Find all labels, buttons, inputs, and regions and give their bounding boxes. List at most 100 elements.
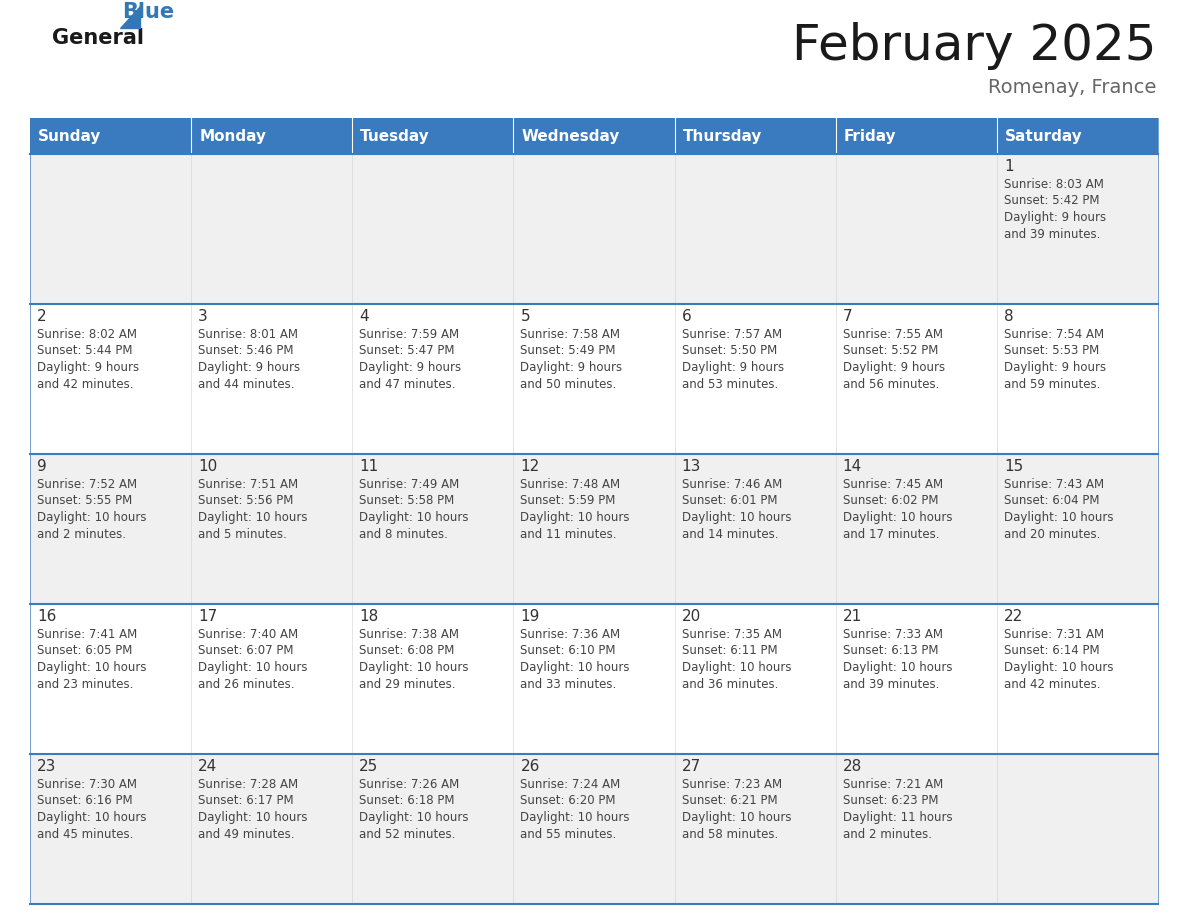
Text: Daylight: 10 hours: Daylight: 10 hours — [1004, 661, 1113, 674]
Text: Daylight: 10 hours: Daylight: 10 hours — [520, 511, 630, 524]
Text: 27: 27 — [682, 759, 701, 774]
Text: Sunset: 6:08 PM: Sunset: 6:08 PM — [359, 644, 455, 657]
Bar — [353, 118, 513, 154]
Text: 6: 6 — [682, 309, 691, 324]
Text: Daylight: 10 hours: Daylight: 10 hours — [359, 511, 469, 524]
Polygon shape — [120, 6, 140, 28]
Text: Sunset: 5:58 PM: Sunset: 5:58 PM — [359, 495, 455, 508]
Bar — [997, 118, 1158, 154]
Text: Sunday: Sunday — [38, 129, 101, 143]
Text: Daylight: 9 hours: Daylight: 9 hours — [682, 361, 784, 374]
Text: Romenay, France: Romenay, France — [987, 78, 1156, 97]
Text: Daylight: 10 hours: Daylight: 10 hours — [37, 811, 146, 824]
Text: Daylight: 10 hours: Daylight: 10 hours — [842, 661, 953, 674]
Text: and 53 minutes.: and 53 minutes. — [682, 377, 778, 390]
Text: Sunset: 6:11 PM: Sunset: 6:11 PM — [682, 644, 777, 657]
Text: Sunset: 5:53 PM: Sunset: 5:53 PM — [1004, 344, 1099, 357]
Text: Sunset: 5:47 PM: Sunset: 5:47 PM — [359, 344, 455, 357]
Text: Sunset: 6:14 PM: Sunset: 6:14 PM — [1004, 644, 1099, 657]
Text: 8: 8 — [1004, 309, 1013, 324]
Text: Sunset: 6:17 PM: Sunset: 6:17 PM — [198, 794, 293, 808]
Bar — [30, 118, 191, 154]
Text: Sunset: 5:49 PM: Sunset: 5:49 PM — [520, 344, 615, 357]
Text: and 26 minutes.: and 26 minutes. — [198, 677, 295, 690]
Text: and 58 minutes.: and 58 minutes. — [682, 827, 778, 841]
Text: Sunset: 6:02 PM: Sunset: 6:02 PM — [842, 495, 939, 508]
Text: 24: 24 — [198, 759, 217, 774]
Bar — [675, 118, 835, 154]
Text: Sunrise: 8:01 AM: Sunrise: 8:01 AM — [198, 328, 298, 341]
Text: Daylight: 11 hours: Daylight: 11 hours — [842, 811, 953, 824]
Text: 25: 25 — [359, 759, 379, 774]
Text: Sunset: 5:56 PM: Sunset: 5:56 PM — [198, 495, 293, 508]
Text: Sunrise: 7:52 AM: Sunrise: 7:52 AM — [37, 478, 137, 491]
Text: Sunrise: 7:49 AM: Sunrise: 7:49 AM — [359, 478, 460, 491]
Text: Sunrise: 7:36 AM: Sunrise: 7:36 AM — [520, 628, 620, 641]
Text: Sunrise: 7:24 AM: Sunrise: 7:24 AM — [520, 778, 620, 791]
Text: 3: 3 — [198, 309, 208, 324]
Bar — [30, 154, 1158, 304]
Text: 26: 26 — [520, 759, 539, 774]
Text: Daylight: 9 hours: Daylight: 9 hours — [842, 361, 944, 374]
Text: 5: 5 — [520, 309, 530, 324]
Text: and 56 minutes.: and 56 minutes. — [842, 377, 939, 390]
Text: Sunrise: 7:40 AM: Sunrise: 7:40 AM — [198, 628, 298, 641]
Text: 17: 17 — [198, 609, 217, 624]
Text: Sunrise: 7:46 AM: Sunrise: 7:46 AM — [682, 478, 782, 491]
Text: 28: 28 — [842, 759, 862, 774]
Text: 21: 21 — [842, 609, 862, 624]
Text: 15: 15 — [1004, 459, 1023, 474]
Text: Sunrise: 7:38 AM: Sunrise: 7:38 AM — [359, 628, 460, 641]
Text: 9: 9 — [37, 459, 46, 474]
Text: and 42 minutes.: and 42 minutes. — [1004, 677, 1100, 690]
Text: and 2 minutes.: and 2 minutes. — [37, 528, 126, 541]
Text: 7: 7 — [842, 309, 852, 324]
Text: Sunrise: 8:03 AM: Sunrise: 8:03 AM — [1004, 178, 1104, 191]
Text: 10: 10 — [198, 459, 217, 474]
Text: Sunset: 6:18 PM: Sunset: 6:18 PM — [359, 794, 455, 808]
Bar — [191, 118, 353, 154]
Text: Sunrise: 7:31 AM: Sunrise: 7:31 AM — [1004, 628, 1104, 641]
Text: Sunset: 5:46 PM: Sunset: 5:46 PM — [198, 344, 293, 357]
Text: Wednesday: Wednesday — [522, 129, 620, 143]
Text: Daylight: 10 hours: Daylight: 10 hours — [37, 511, 146, 524]
Text: Sunrise: 7:28 AM: Sunrise: 7:28 AM — [198, 778, 298, 791]
Text: Daylight: 9 hours: Daylight: 9 hours — [198, 361, 301, 374]
Text: 13: 13 — [682, 459, 701, 474]
Text: Sunrise: 7:45 AM: Sunrise: 7:45 AM — [842, 478, 943, 491]
Text: Sunrise: 7:43 AM: Sunrise: 7:43 AM — [1004, 478, 1104, 491]
Text: Friday: Friday — [843, 129, 896, 143]
Text: Sunrise: 7:41 AM: Sunrise: 7:41 AM — [37, 628, 138, 641]
Text: Sunrise: 7:48 AM: Sunrise: 7:48 AM — [520, 478, 620, 491]
Text: Daylight: 10 hours: Daylight: 10 hours — [198, 811, 308, 824]
Text: and 45 minutes.: and 45 minutes. — [37, 827, 133, 841]
Text: Sunrise: 7:35 AM: Sunrise: 7:35 AM — [682, 628, 782, 641]
Text: Sunrise: 7:51 AM: Sunrise: 7:51 AM — [198, 478, 298, 491]
Bar — [30, 304, 1158, 454]
Bar — [30, 754, 1158, 904]
Text: Sunrise: 7:59 AM: Sunrise: 7:59 AM — [359, 328, 460, 341]
Text: Daylight: 10 hours: Daylight: 10 hours — [842, 511, 953, 524]
Text: and 44 minutes.: and 44 minutes. — [198, 377, 295, 390]
Text: and 33 minutes.: and 33 minutes. — [520, 677, 617, 690]
Text: Daylight: 10 hours: Daylight: 10 hours — [198, 511, 308, 524]
Text: 14: 14 — [842, 459, 862, 474]
Text: Sunset: 6:13 PM: Sunset: 6:13 PM — [842, 644, 939, 657]
Text: Monday: Monday — [200, 129, 266, 143]
Text: Daylight: 9 hours: Daylight: 9 hours — [37, 361, 139, 374]
Text: Sunset: 6:05 PM: Sunset: 6:05 PM — [37, 644, 132, 657]
Text: and 14 minutes.: and 14 minutes. — [682, 528, 778, 541]
Text: Sunrise: 7:57 AM: Sunrise: 7:57 AM — [682, 328, 782, 341]
Text: Sunset: 6:20 PM: Sunset: 6:20 PM — [520, 794, 615, 808]
Text: Sunset: 5:55 PM: Sunset: 5:55 PM — [37, 495, 132, 508]
Text: Sunrise: 7:33 AM: Sunrise: 7:33 AM — [842, 628, 943, 641]
Text: Blue: Blue — [122, 2, 175, 22]
Text: Sunset: 5:50 PM: Sunset: 5:50 PM — [682, 344, 777, 357]
Text: and 47 minutes.: and 47 minutes. — [359, 377, 456, 390]
Text: Sunset: 6:10 PM: Sunset: 6:10 PM — [520, 644, 615, 657]
Text: Sunrise: 7:54 AM: Sunrise: 7:54 AM — [1004, 328, 1104, 341]
Text: Sunrise: 8:02 AM: Sunrise: 8:02 AM — [37, 328, 137, 341]
Text: Daylight: 10 hours: Daylight: 10 hours — [359, 811, 469, 824]
Text: Sunrise: 7:23 AM: Sunrise: 7:23 AM — [682, 778, 782, 791]
Text: 19: 19 — [520, 609, 539, 624]
